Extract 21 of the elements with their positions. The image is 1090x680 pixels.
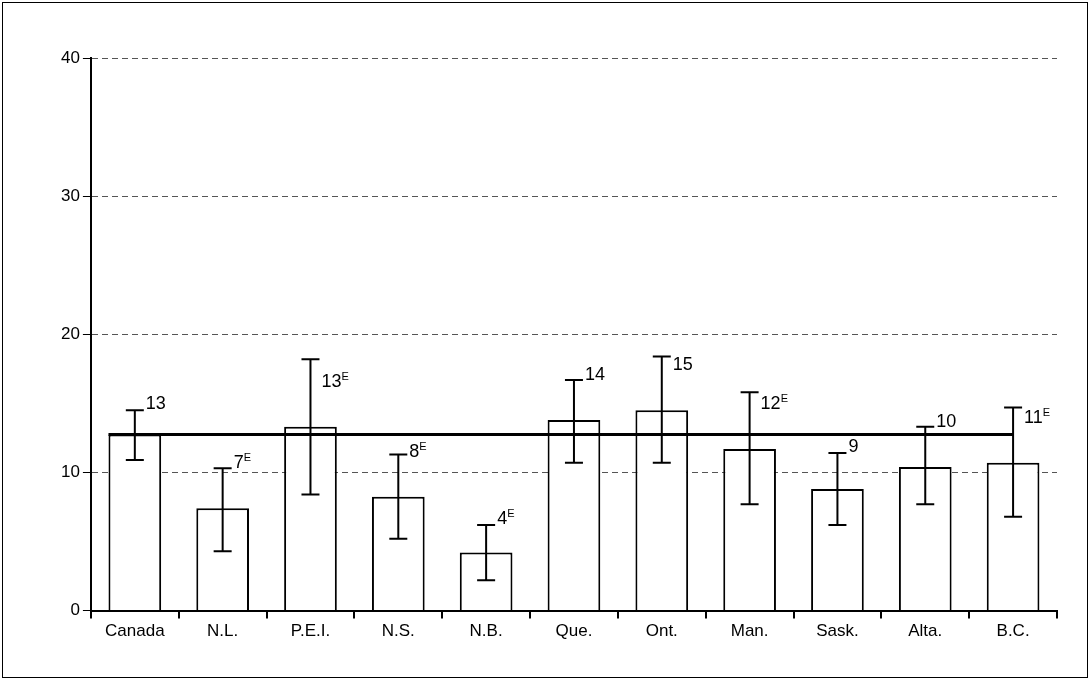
x-tick-label: Man. xyxy=(730,621,769,641)
x-tick-label: N.L. xyxy=(207,621,239,641)
y-tick-label: 10 xyxy=(60,462,80,482)
x-tick-label: Que. xyxy=(555,621,593,641)
data-label: 10 xyxy=(936,410,957,431)
x-tick-label: P.E.I. xyxy=(290,621,331,641)
x-tick-label: N.B. xyxy=(469,621,503,641)
x-tick-label: Sask. xyxy=(816,621,859,641)
data-label: 9 xyxy=(848,436,859,457)
data-label: 15 xyxy=(672,354,693,375)
y-tick-label: 40 xyxy=(60,47,80,67)
y-tick-label: 20 xyxy=(60,323,80,343)
x-tick-label: N.S. xyxy=(381,621,415,641)
y-tick-label: 30 xyxy=(60,185,80,205)
data-label: 14 xyxy=(584,363,605,384)
x-tick-label: Ont. xyxy=(645,621,678,641)
x-tick-label: Alta. xyxy=(908,621,943,641)
data-label: 13 xyxy=(145,393,166,414)
y-tick-label: 0 xyxy=(70,600,80,620)
x-tick-label: B.C. xyxy=(996,621,1030,641)
x-tick-label: Canada xyxy=(105,621,166,641)
